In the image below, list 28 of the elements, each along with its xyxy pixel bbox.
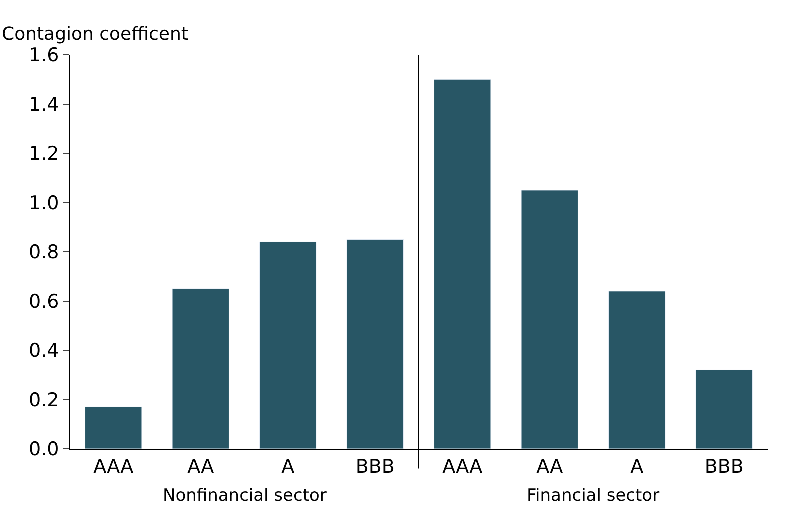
x-tick-label: AA bbox=[188, 456, 214, 478]
text: Nonfinancial sector bbox=[163, 486, 327, 506]
y-tick-label: 0.2 bbox=[28, 389, 60, 412]
x-tick-label: AAA bbox=[94, 456, 134, 478]
x-tick-label: A bbox=[282, 456, 295, 478]
y-axis-title: Contagion coefficent bbox=[2, 24, 188, 45]
y-tick-label: 1.6 bbox=[28, 44, 60, 67]
bar bbox=[434, 79, 492, 449]
x-tick-label: A bbox=[630, 456, 644, 478]
bar bbox=[696, 370, 753, 449]
y-tick-label: 0.4 bbox=[28, 340, 60, 362]
bar bbox=[260, 242, 317, 449]
y-tick-label: 0.8 bbox=[28, 242, 60, 264]
x-tick-label: BBB bbox=[704, 456, 744, 478]
bar bbox=[85, 406, 142, 449]
bar bbox=[521, 190, 578, 449]
bar bbox=[346, 239, 404, 449]
y-tick-label: 0.0 bbox=[28, 438, 60, 461]
x-tick-label: BBB bbox=[356, 456, 395, 478]
bar bbox=[608, 291, 666, 449]
y-tick-label: 0.6 bbox=[28, 290, 60, 313]
y-tick-label: 1.0 bbox=[28, 192, 60, 214]
bar bbox=[172, 288, 230, 449]
y-tick-label: 1.4 bbox=[28, 94, 60, 116]
y-tick-label: 1.2 bbox=[28, 143, 60, 166]
x-tick-label: AAA bbox=[442, 456, 483, 478]
text: Financial sector bbox=[527, 486, 660, 506]
x-tick-label: AA bbox=[536, 456, 564, 478]
